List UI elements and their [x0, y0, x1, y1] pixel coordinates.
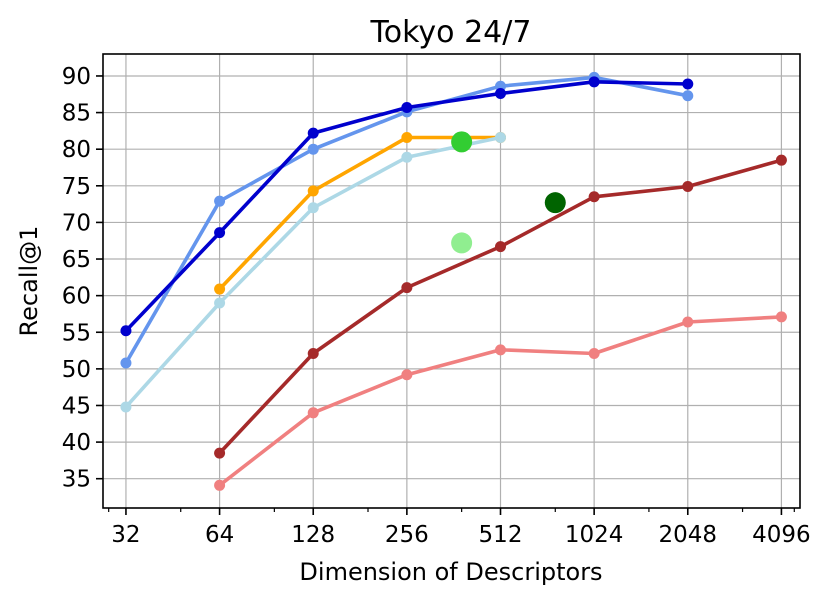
single-point — [451, 232, 473, 254]
data-point — [495, 241, 507, 253]
data-point — [588, 347, 600, 359]
series-1 — [120, 76, 694, 337]
data-point — [401, 101, 413, 113]
y-tick-label: 55 — [62, 320, 91, 346]
x-axis-label: Dimension of Descriptors — [299, 558, 602, 586]
y-tick-label: 45 — [62, 393, 91, 419]
data-point — [214, 227, 226, 239]
x-tick-label: 64 — [205, 522, 234, 548]
data-point — [307, 185, 319, 197]
y-axis-label: Recall@1 — [15, 226, 43, 337]
single-point — [544, 192, 566, 214]
series-3 — [120, 131, 507, 413]
data-point — [214, 297, 226, 309]
data-point — [401, 151, 413, 163]
data-point — [307, 347, 319, 359]
data-point — [775, 154, 787, 166]
y-tick-label: 65 — [62, 247, 91, 273]
y-tick-label: 80 — [62, 137, 91, 163]
series-4 — [214, 154, 787, 459]
data-point — [495, 88, 507, 100]
data-point — [120, 325, 132, 337]
data-point — [307, 407, 319, 419]
data-point — [682, 181, 694, 193]
data-point — [120, 401, 132, 413]
data-point — [307, 202, 319, 214]
y-axis: 35 40 45 50 55 60 65 70 75 80 85 90 — [62, 64, 103, 493]
y-tick-label: 75 — [62, 174, 91, 200]
data-point — [588, 76, 600, 88]
data-point — [214, 195, 226, 207]
x-tick-label: 4096 — [752, 522, 811, 548]
x-tick-label: 256 — [385, 522, 429, 548]
x-tick-label: 2048 — [659, 522, 718, 548]
x-tick-label: 512 — [479, 522, 523, 548]
series-5 — [214, 311, 787, 491]
data-point — [214, 283, 226, 295]
data-point — [495, 344, 507, 356]
data-point — [401, 282, 413, 294]
data-point — [401, 369, 413, 381]
y-tick-label: 90 — [62, 64, 91, 90]
data-point — [682, 316, 694, 328]
grid — [103, 54, 800, 508]
points-layer — [451, 131, 566, 254]
y-tick-label: 35 — [62, 467, 91, 493]
data-point — [682, 90, 694, 102]
plot-frame — [102, 53, 801, 509]
data-point — [214, 447, 226, 459]
y-tick-label: 60 — [62, 284, 91, 310]
data-point — [401, 131, 413, 143]
data-point — [682, 78, 694, 90]
series-layer — [120, 71, 787, 491]
data-point — [307, 127, 319, 139]
x-tick-label: 1024 — [565, 522, 624, 548]
data-point — [588, 191, 600, 203]
data-point — [495, 131, 507, 143]
data-point — [214, 479, 226, 491]
x-tick-label: 32 — [111, 522, 140, 548]
x-tick-label: 128 — [291, 522, 335, 548]
x-axis: 32 64 128 256 512 1024 2048 4096 — [111, 508, 811, 548]
y-tick-label: 50 — [62, 357, 91, 383]
y-tick-label: 40 — [62, 430, 91, 456]
single-point — [451, 131, 473, 153]
data-point — [307, 143, 319, 155]
data-point — [120, 357, 132, 369]
y-tick-label: 85 — [62, 101, 91, 127]
chart-title: Tokyo 24/7 — [370, 15, 532, 50]
series-2 — [214, 131, 507, 295]
data-point — [775, 311, 787, 323]
y-tick-label: 70 — [62, 210, 91, 236]
